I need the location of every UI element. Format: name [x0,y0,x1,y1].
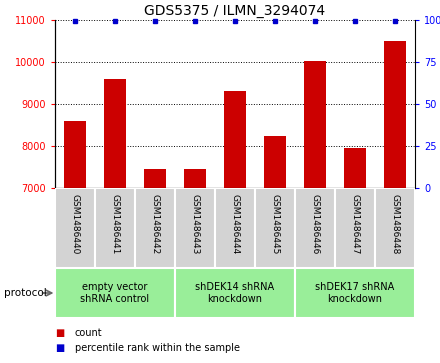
Text: protocol: protocol [4,288,47,298]
Bar [55,188,95,268]
Text: GSM1486442: GSM1486442 [150,195,160,255]
Bar [224,91,246,188]
Bar [175,188,215,268]
Text: GSM1486448: GSM1486448 [391,195,400,255]
Bar [295,268,415,318]
Text: GSM1486443: GSM1486443 [191,195,199,255]
Text: GSM1486441: GSM1486441 [110,195,120,255]
Bar [295,188,335,268]
Text: empty vector
shRNA control: empty vector shRNA control [81,282,150,304]
Bar [104,79,126,188]
Text: GSM1486440: GSM1486440 [70,195,80,255]
Bar [135,188,175,268]
Text: ■: ■ [55,343,64,353]
Bar [215,188,255,268]
Text: ■: ■ [55,328,64,338]
Bar [264,135,286,188]
Text: GSM1486444: GSM1486444 [231,195,239,255]
Bar [384,41,406,188]
Text: count: count [75,328,103,338]
Bar [144,169,166,188]
Bar [95,188,135,268]
Bar [304,61,326,188]
Bar [255,188,295,268]
Title: GDS5375 / ILMN_3294074: GDS5375 / ILMN_3294074 [144,4,326,17]
Bar [335,188,375,268]
Text: shDEK14 shRNA
knockdown: shDEK14 shRNA knockdown [195,282,275,304]
Bar [55,268,175,318]
Bar [184,169,206,188]
Bar [175,268,295,318]
Text: GSM1486446: GSM1486446 [311,195,319,255]
Text: percentile rank within the sample: percentile rank within the sample [75,343,240,353]
Text: GSM1486447: GSM1486447 [351,195,359,255]
Bar [64,121,86,188]
Bar [375,188,415,268]
Text: shDEK17 shRNA
knockdown: shDEK17 shRNA knockdown [315,282,395,304]
Text: GSM1486445: GSM1486445 [271,195,279,255]
Bar [344,148,366,188]
